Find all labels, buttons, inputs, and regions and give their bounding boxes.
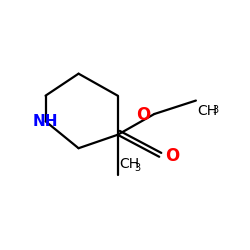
Text: O: O — [165, 146, 180, 164]
Text: NH: NH — [33, 114, 58, 129]
Text: CH: CH — [119, 158, 139, 172]
Text: O: O — [136, 106, 151, 124]
Text: 3: 3 — [212, 106, 219, 116]
Text: 3: 3 — [134, 163, 140, 173]
Text: CH: CH — [197, 104, 217, 118]
